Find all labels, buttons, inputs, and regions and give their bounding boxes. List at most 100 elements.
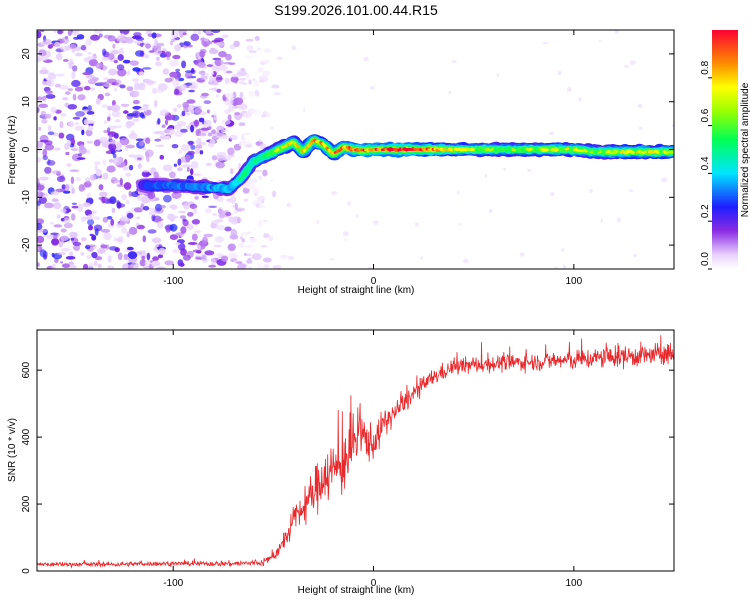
snr-y-tick-label: 600 <box>21 361 32 378</box>
heatmap-noise-cell <box>37 191 44 198</box>
heatmap-noise-cell <box>222 63 226 72</box>
heatmap-y-tick-label: 0 <box>21 146 32 152</box>
heatmap-noise-cell <box>183 41 191 46</box>
heatmap-noise-cell <box>98 191 108 197</box>
heatmap-noise-cell <box>101 196 106 204</box>
snr-y-tick-label: 400 <box>21 428 32 445</box>
heatmap-noise-cell <box>38 56 49 62</box>
heatmap-noise-cell <box>179 215 187 219</box>
heatmap-noise-cell <box>88 262 94 269</box>
heatmap-noise-cell <box>276 56 283 61</box>
heatmap-noise-layer <box>37 30 674 269</box>
heatmap-noise-cell <box>91 234 97 241</box>
heatmap-noise-cell <box>158 247 166 255</box>
heatmap-noise-cell <box>44 143 54 151</box>
heatmap-noise-cell <box>109 246 118 251</box>
heatmap-noise-cell <box>111 110 122 118</box>
heatmap-noise-cell <box>557 70 562 76</box>
heatmap-noise-cell <box>68 121 75 128</box>
heatmap-noise-cell <box>268 235 274 242</box>
heatmap-noise-cell <box>252 170 263 173</box>
heatmap-noise-cell <box>37 30 42 39</box>
heatmap-noise-cell <box>203 41 208 48</box>
heatmap-noise-cell <box>230 97 234 105</box>
heatmap-noise-cell <box>157 221 164 229</box>
heatmap-noise-cell <box>98 33 103 38</box>
heatmap-noise-cell <box>616 217 621 223</box>
heatmap-noise-cell <box>263 257 272 263</box>
heatmap-noise-cell <box>144 54 150 59</box>
heatmap-noise-cell <box>228 216 234 223</box>
heatmap-ridge-segment <box>637 149 643 155</box>
snr-frame <box>36 329 675 572</box>
heatmap-ridge-segment <box>662 150 668 154</box>
heatmap-noise-cell <box>187 150 196 156</box>
heatmap-noise-cell <box>243 245 253 249</box>
heatmap-noise-cell <box>303 108 306 112</box>
heatmap-noise-cell <box>120 103 130 107</box>
heatmap-noise-cell <box>128 133 138 140</box>
heatmap-noise-cell <box>86 140 94 144</box>
heatmap-noise-cell <box>122 59 131 64</box>
heatmap-noise-cell <box>169 223 178 232</box>
heatmap-noise-cell <box>198 117 205 123</box>
heatmap-noise-cell <box>228 105 234 112</box>
heatmap-noise-cell <box>119 84 126 89</box>
heatmap-noise-cell <box>130 262 139 269</box>
heatmap-noise-cell <box>191 219 200 225</box>
heatmap-noise-cell <box>246 231 251 235</box>
heatmap-noise-cell <box>178 210 186 214</box>
heatmap-noise-cell <box>142 169 149 173</box>
heatmap-noise-cell <box>126 231 131 238</box>
heatmap-noise-cell <box>269 178 274 182</box>
heatmap-noise-cell <box>181 164 192 168</box>
heatmap-noise-cell <box>202 236 208 244</box>
heatmap-noise-cell <box>671 124 674 127</box>
heatmap-noise-cell <box>176 239 185 244</box>
colorbar-tick-label: 0.2 <box>700 204 711 218</box>
heatmap-noise-cell <box>185 154 191 163</box>
heatmap-noise-cell <box>520 252 525 257</box>
heatmap-noise-cell <box>155 61 163 67</box>
heatmap-noise-cell <box>255 203 260 208</box>
heatmap-noise-cell <box>38 103 48 109</box>
heatmap-noise-cell <box>111 104 121 112</box>
heatmap-noise-cell <box>459 222 462 226</box>
heatmap-noise-cell <box>156 218 164 222</box>
heatmap-noise-cell <box>97 248 106 254</box>
heatmap-ridge-segment <box>447 147 454 152</box>
snr-y-tick-label: 0 <box>21 568 32 574</box>
heatmap-noise-cell <box>189 203 198 209</box>
heatmap-noise-cell <box>199 50 206 58</box>
heatmap-noise-cell <box>201 195 209 199</box>
heatmap-noise-cell <box>342 231 349 237</box>
heatmap-noise-cell <box>263 264 270 269</box>
heatmap-noise-cell <box>153 171 159 179</box>
heatmap-noise-cell <box>204 208 212 214</box>
heatmap-noise-cell <box>59 120 64 129</box>
heatmap-noise-cell <box>178 150 183 154</box>
heatmap-noise-cell <box>51 198 59 203</box>
snr-series-line <box>37 335 674 569</box>
heatmap-noise-cell <box>136 216 141 220</box>
heatmap-noise-cell <box>85 38 93 46</box>
heatmap-noise-cell <box>117 252 123 261</box>
heatmap-noise-cell <box>93 30 103 34</box>
heatmap-noise-cell <box>448 90 452 95</box>
heatmap-noise-cell <box>661 177 668 182</box>
heatmap-noise-cell <box>190 161 199 169</box>
heatmap-noise-cell <box>216 154 226 161</box>
heatmap-noise-cell <box>152 237 162 244</box>
heatmap-noise-cell <box>252 78 256 81</box>
heatmap-noise-cell <box>229 44 236 50</box>
heatmap-noise-cell <box>122 166 129 171</box>
heatmap-noise-cell <box>51 263 57 269</box>
heatmap-noise-cell <box>190 144 196 150</box>
heatmap-noise-cell <box>172 54 181 60</box>
heatmap-noise-cell <box>182 254 191 261</box>
heatmap-noise-cell <box>502 167 507 171</box>
heatmap-noise-cell <box>194 230 201 233</box>
heatmap-noise-cell <box>237 71 248 77</box>
heatmap-noise-cell <box>117 68 127 77</box>
heatmap-noise-cell <box>198 132 207 137</box>
